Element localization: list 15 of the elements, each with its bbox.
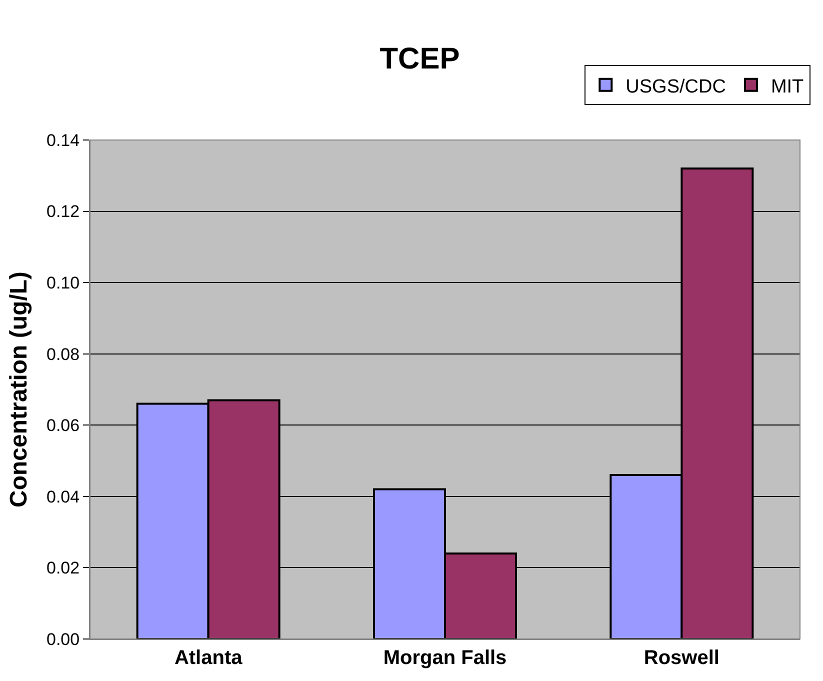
y-tick-label: 0.12 — [46, 202, 80, 222]
chart-title: TCEP — [380, 42, 460, 76]
x-tick-label: Roswell — [644, 647, 720, 669]
y-tick-label: 0.02 — [46, 558, 80, 578]
x-tick-label: Atlanta — [174, 647, 244, 669]
y-tick-label: 0.14 — [46, 130, 80, 150]
y-tick-label: 0.04 — [46, 487, 80, 506]
y-tick-label: 0.10 — [46, 274, 80, 293]
y-axis-title: Concentration (ug/L) — [6, 272, 33, 508]
y-tick-label: 0.08 — [46, 344, 80, 364]
legend-label: USGS/CDC — [626, 76, 726, 98]
legend-label: MIT — [770, 76, 804, 98]
x-tick-label: Morgan Falls — [383, 647, 507, 669]
y-tick-label: 0.06 — [46, 416, 80, 436]
y-tick-label: 0.00 — [46, 630, 80, 649]
